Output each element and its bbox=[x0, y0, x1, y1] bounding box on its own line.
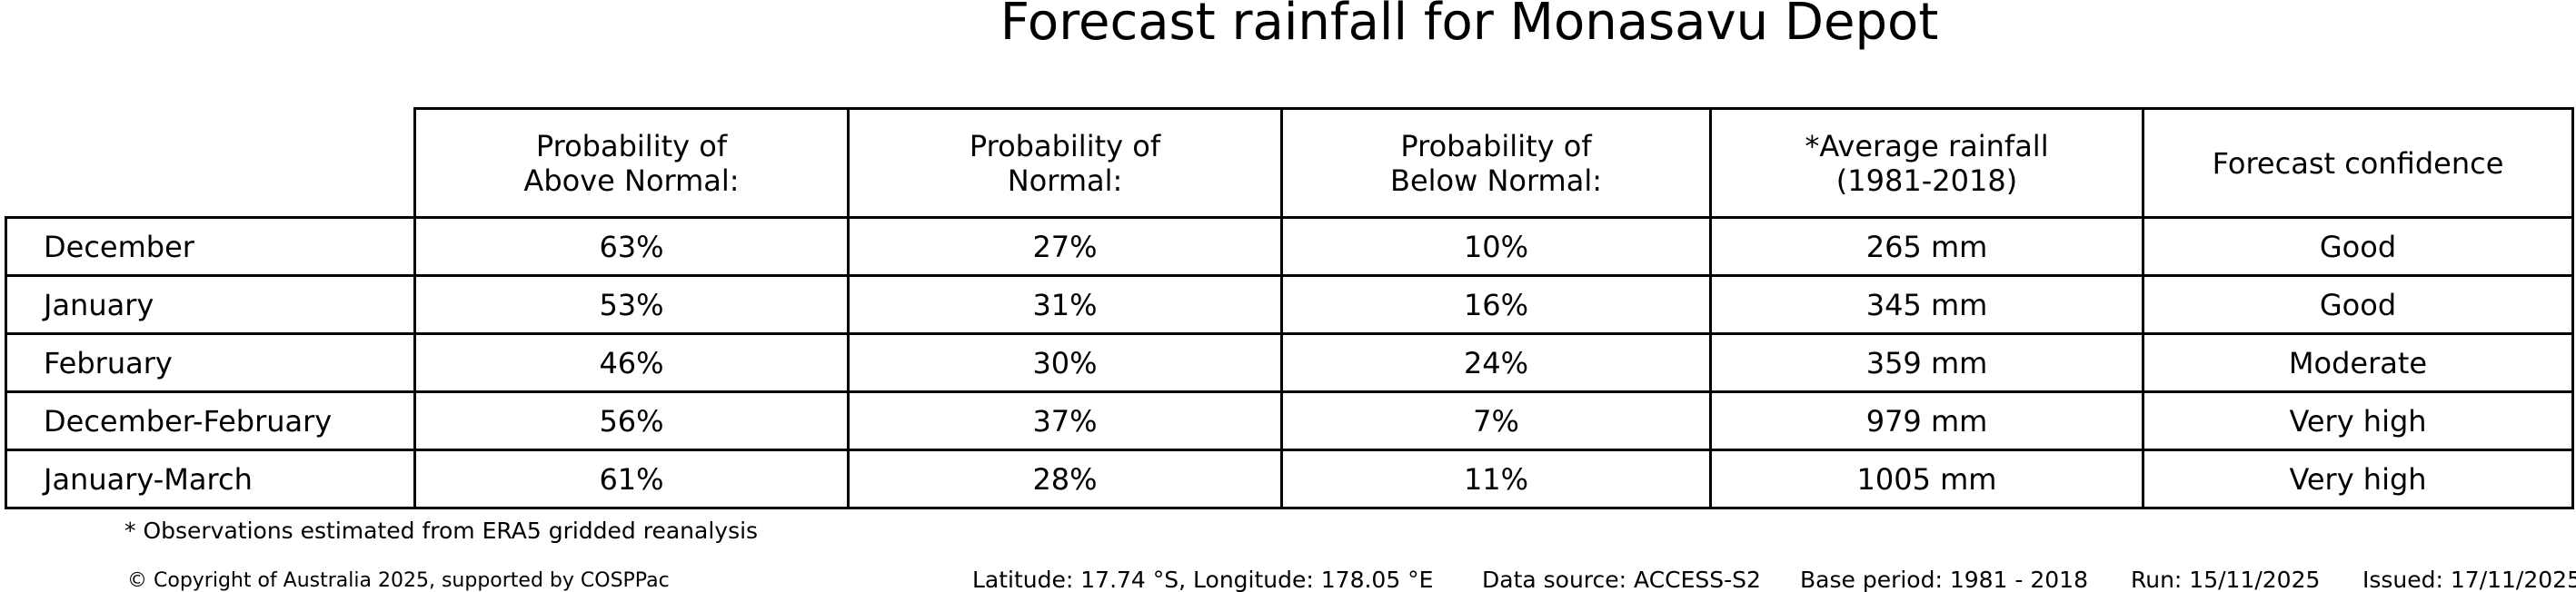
cell-normal: 27% bbox=[847, 216, 1283, 277]
cell-normal: 37% bbox=[847, 390, 1283, 451]
cell-average-rainfall: 265 mm bbox=[1709, 216, 2144, 277]
row-label: December bbox=[5, 216, 416, 277]
copyright-text: © Copyright of Australia 2025, supported… bbox=[127, 569, 670, 592]
cell-above-normal: 63% bbox=[413, 216, 850, 277]
row-label: January bbox=[5, 274, 416, 335]
cell-below-normal: 16% bbox=[1280, 274, 1712, 335]
cell-normal: 28% bbox=[847, 449, 1283, 509]
row-label: December-February bbox=[5, 390, 416, 451]
table-row-december-february: December-February 56% 37% 7% 979 mm Very… bbox=[5, 390, 2574, 451]
corner-cell bbox=[6, 109, 415, 218]
cell-average-rainfall: 1005 mm bbox=[1709, 449, 2144, 509]
column-header-forecast-confidence: Forecast confidence bbox=[2142, 107, 2574, 219]
cell-above-normal: 53% bbox=[413, 274, 850, 335]
table-row-january: January 53% 31% 16% 345 mm Good bbox=[5, 274, 2574, 335]
cell-forecast-confidence: Good bbox=[2142, 274, 2574, 335]
cell-below-normal: 7% bbox=[1280, 390, 1712, 451]
cell-normal: 31% bbox=[847, 274, 1283, 335]
table-row-december: December 63% 27% 10% 265 mm Good bbox=[5, 216, 2574, 277]
column-header-below-normal: Probability of Below Normal: bbox=[1280, 107, 1712, 219]
cell-below-normal: 24% bbox=[1280, 332, 1712, 393]
cell-above-normal: 56% bbox=[413, 390, 850, 451]
run-date-text: Run: 15/11/2025 bbox=[2131, 567, 2321, 592]
page-title: Forecast rainfall for Monasavu Depot bbox=[1000, 0, 1939, 52]
data-source-text: Data source: ACCESS-S2 bbox=[1482, 567, 1761, 592]
header-row: Probability of Above Normal: Probability… bbox=[6, 107, 2574, 219]
issued-date-text: Issued: 17/11/2025 bbox=[2362, 567, 2576, 592]
table-row-february: February 46% 30% 24% 359 mm Moderate bbox=[5, 332, 2574, 393]
row-label: February bbox=[5, 332, 416, 393]
forecast-table: Probability of Above Normal: Probability… bbox=[5, 107, 2574, 509]
cell-average-rainfall: 345 mm bbox=[1709, 274, 2144, 335]
cell-above-normal: 61% bbox=[413, 449, 850, 509]
cell-below-normal: 11% bbox=[1280, 449, 1712, 509]
column-header-normal: Probability of Normal: bbox=[847, 107, 1283, 219]
cell-above-normal: 46% bbox=[413, 332, 850, 393]
cell-forecast-confidence: Moderate bbox=[2142, 332, 2574, 393]
cell-forecast-confidence: Very high bbox=[2142, 449, 2574, 509]
base-period-text: Base period: 1981 - 2018 bbox=[1800, 567, 2088, 592]
row-label: January-March bbox=[5, 449, 416, 509]
column-header-above-normal: Probability of Above Normal: bbox=[413, 107, 850, 219]
cell-below-normal: 10% bbox=[1280, 216, 1712, 277]
cell-normal: 30% bbox=[847, 332, 1283, 393]
location-text: Latitude: 17.74 °S, Longitude: 178.05 °E bbox=[972, 567, 1434, 592]
cell-forecast-confidence: Good bbox=[2142, 216, 2574, 277]
cell-forecast-confidence: Very high bbox=[2142, 390, 2574, 451]
table-row-january-march: January-March 61% 28% 11% 1005 mm Very h… bbox=[5, 449, 2574, 509]
footnote: * Observations estimated from ERA5 gridd… bbox=[124, 518, 759, 544]
column-header-average-rainfall: *Average rainfall (1981-2018) bbox=[1709, 107, 2144, 219]
cell-average-rainfall: 359 mm bbox=[1709, 332, 2144, 393]
cell-average-rainfall: 979 mm bbox=[1709, 390, 2144, 451]
